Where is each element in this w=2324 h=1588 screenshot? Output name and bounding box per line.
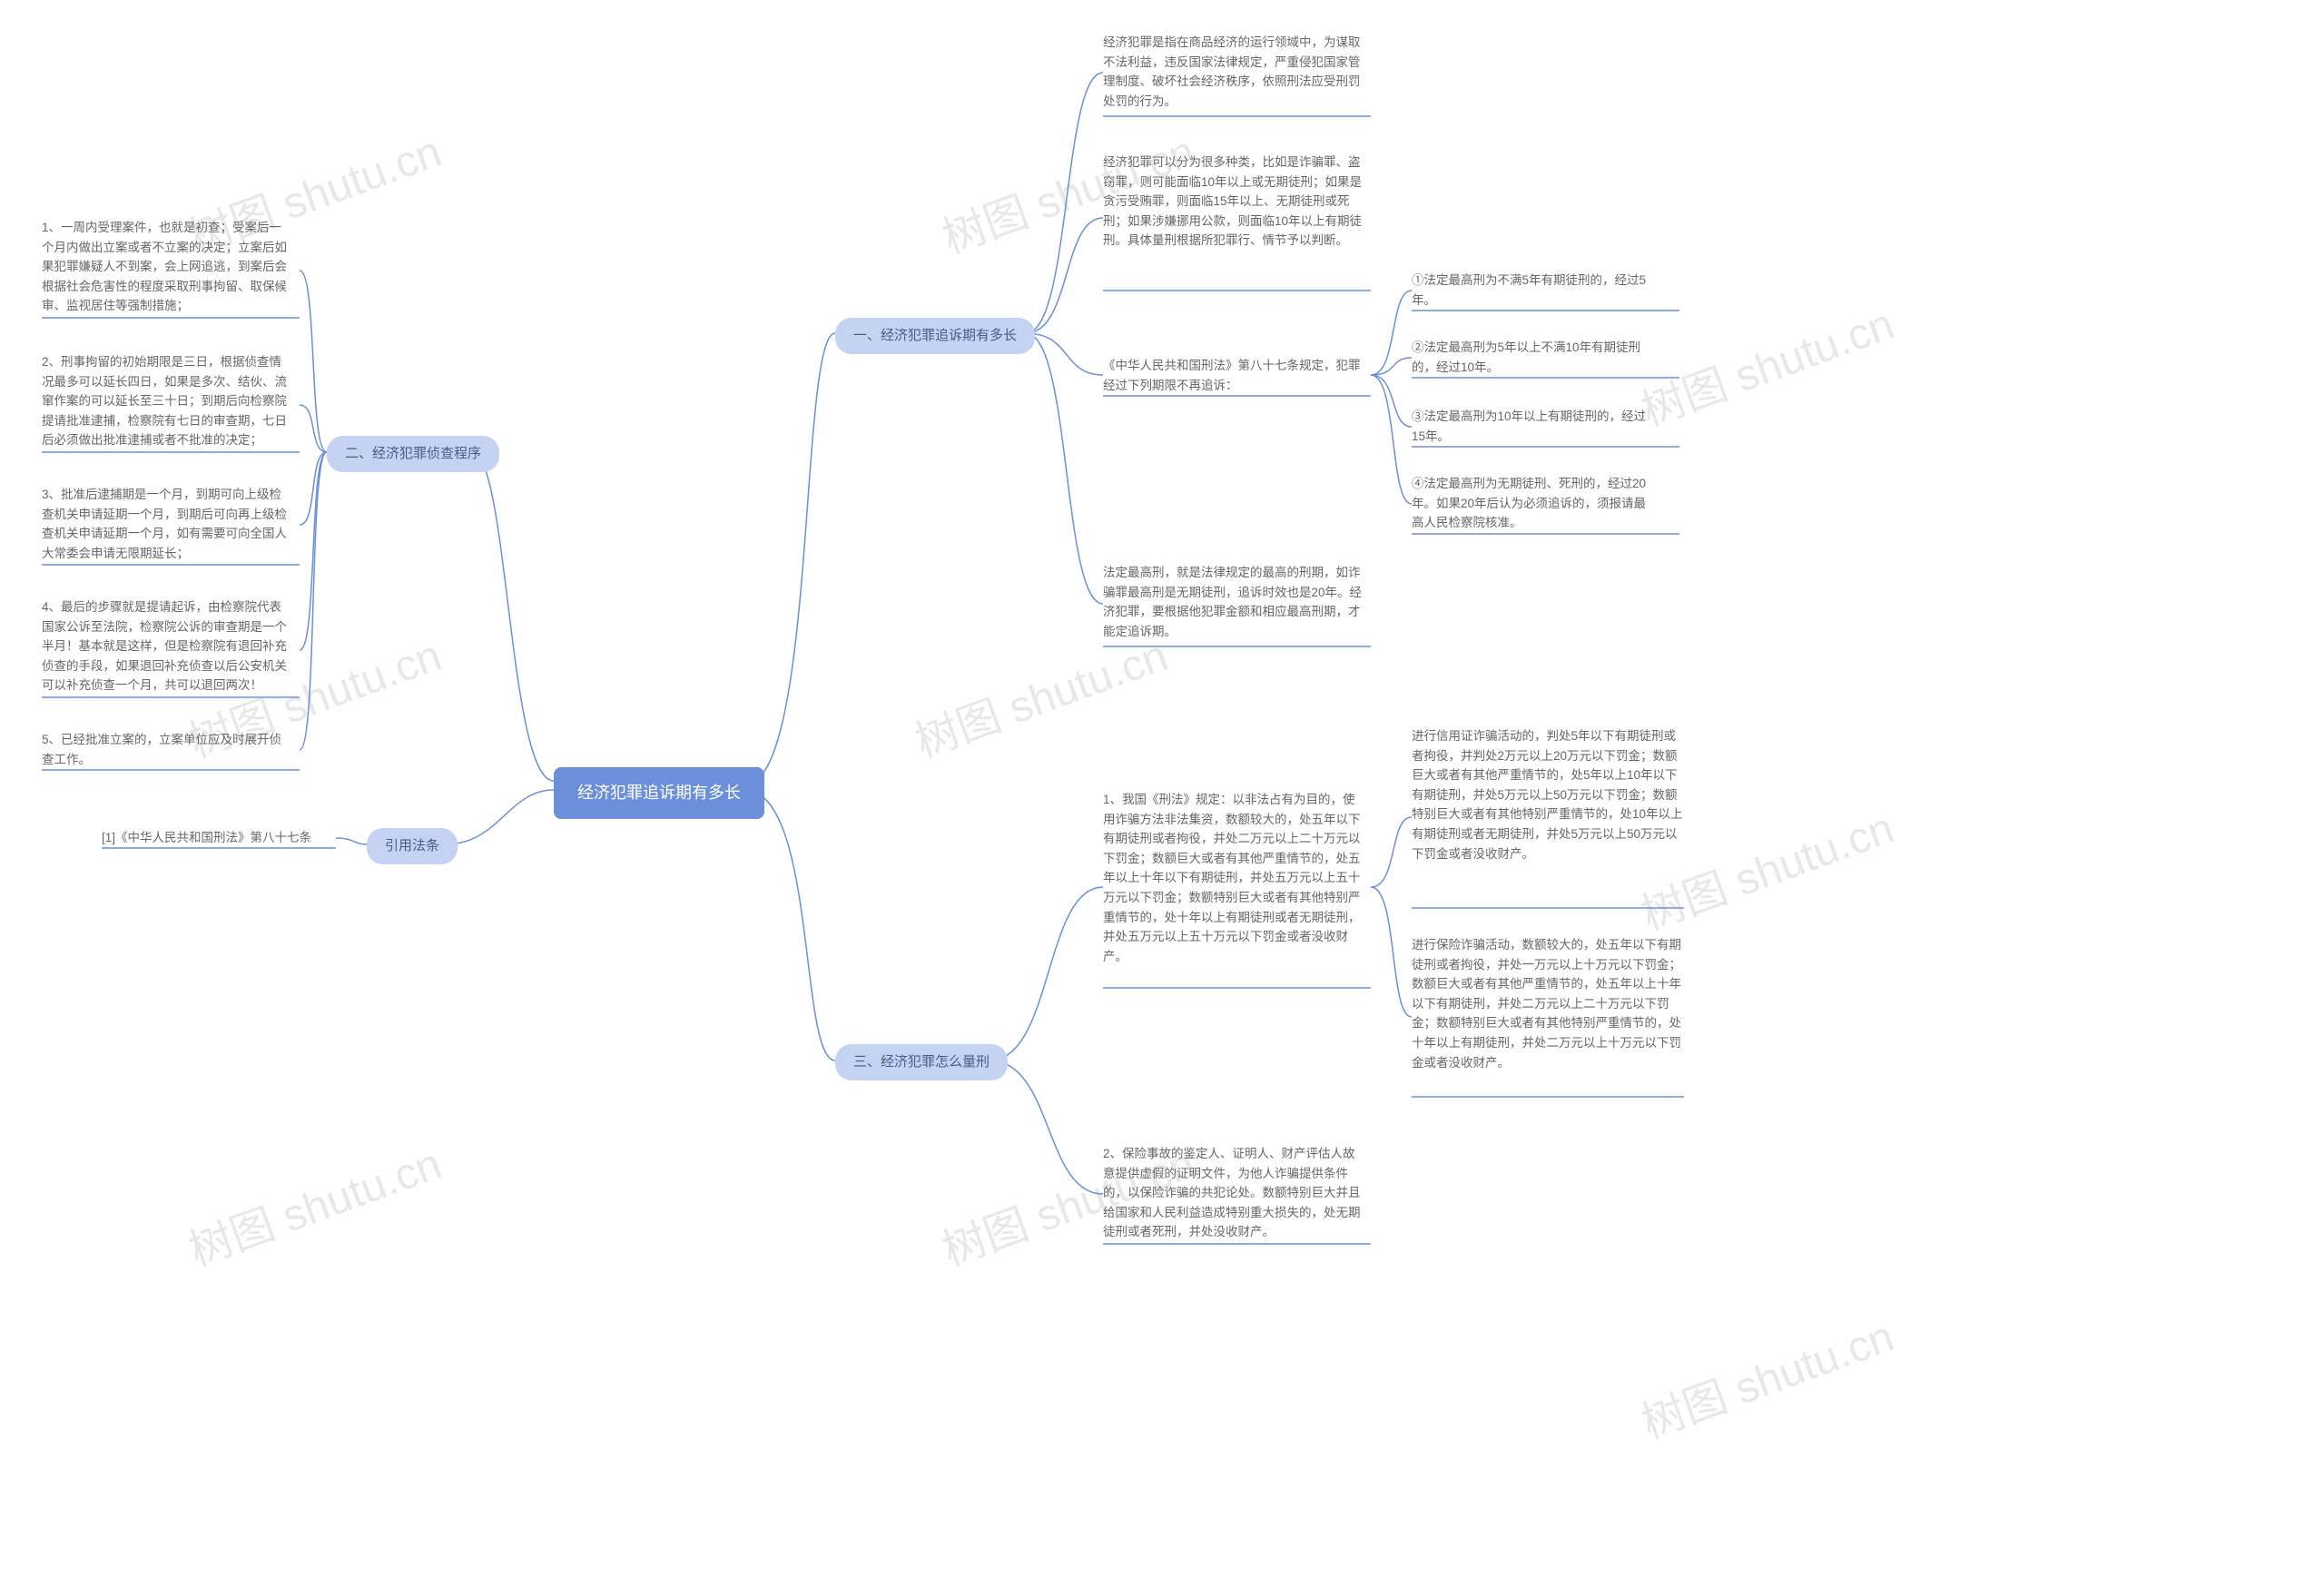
leaf: 1、一周内受理案件，也就是初查；受案后一个月内做出立案或者不立案的决定；立案后如…: [42, 218, 287, 316]
watermark: 树图 shutu.cn: [1631, 288, 1901, 438]
watermark: 树图 shutu.cn: [905, 619, 1175, 769]
leaf: 进行保险诈骗活动，数额较大的，处五年以下有期徒刑或者拘役，并处一万元以上十万元以…: [1412, 935, 1684, 1072]
leaf: ②法定最高刑为5年以上不满10年有期徒刑的，经过10年。: [1412, 338, 1657, 377]
leaf: 4、最后的步骤就是提请起诉，由检察院代表国家公诉至法院，检察院公诉的审查期是一个…: [42, 597, 287, 695]
leaf: ④法定最高刑为无期徒刑、死刑的，经过20年。如果20年后认为必须追诉的，须报请最…: [1412, 474, 1657, 533]
leaf: [1]《中华人民共和国刑法》第八十七条: [102, 828, 311, 848]
leaf: 进行信用证诈骗活动的，判处5年以下有期徒刑或者拘役，并判处2万元以上20万元以下…: [1412, 726, 1684, 863]
leaf: 经济犯罪是指在商品经济的运行领域中，为谋取不法利益，违反国家法律规定，严重侵犯国…: [1103, 33, 1366, 111]
branch-4: 引用法条: [367, 828, 458, 864]
branch-1: 一、经济犯罪追诉期有多长: [835, 318, 1035, 354]
leaf: 5、已经批准立案的，立案单位应及时展开侦查工作。: [42, 730, 287, 769]
leaf: 《中华人民共和国刑法》第八十七条规定，犯罪经过下列期限不再追诉：: [1103, 356, 1366, 395]
leaf: ①法定最高刑为不满5年有期徒刑的，经过5年。: [1412, 271, 1657, 310]
watermark: 树图 shutu.cn: [179, 1128, 448, 1277]
leaf: 法定最高刑，就是法律规定的最高的刑期，如诈骗罪最高刑是无期徒刑，追诉时效也是20…: [1103, 563, 1366, 641]
leaf: 2、刑事拘留的初始期限是三日，根据侦查情况最多可以延长四日，如果是多次、结伙、流…: [42, 352, 287, 450]
leaf: 2、保险事故的鉴定人、证明人、财产评估人故意提供虚假的证明文件，为他人诈骗提供条…: [1103, 1144, 1366, 1242]
leaf: 3、批准后逮捕期是一个月，到期可向上级检查机关申请延期一个月，到期后可向再上级检…: [42, 485, 287, 563]
branch-3: 三、经济犯罪怎么量刑: [835, 1044, 1008, 1080]
leaf: 经济犯罪可以分为很多种类，比如是诈骗罪、盗窃罪，则可能面临10年以上或无期徒刑；…: [1103, 153, 1366, 251]
leaf: ③法定最高刑为10年以上有期徒刑的，经过15年。: [1412, 407, 1657, 446]
branch-2: 二、经济犯罪侦查程序: [327, 436, 499, 472]
watermark: 树图 shutu.cn: [1631, 1300, 1901, 1450]
leaf: 1、我国《刑法》规定：以非法占有为目的，使用诈骗方法非法集资，数额较大的，处五年…: [1103, 790, 1366, 966]
mindmap-root: 经济犯罪追诉期有多长: [554, 767, 764, 819]
